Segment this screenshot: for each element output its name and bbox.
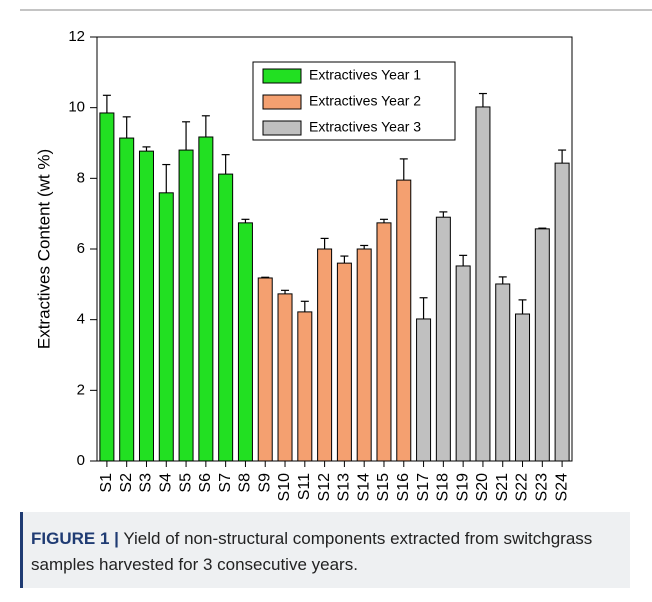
x-tick-label: S3 [138, 473, 155, 493]
error-bar [558, 149, 567, 164]
bar [138, 150, 154, 462]
x-tick-label: S7 [217, 473, 234, 493]
error-bar [399, 158, 408, 181]
x-tick-label: S14 [355, 473, 372, 502]
y-tick-label: 12 [68, 28, 85, 45]
x-tick-label: S11 [296, 473, 313, 500]
caption-text: Yield of non-structural components extra… [31, 529, 593, 574]
bar [495, 283, 511, 462]
y-tick-label: 6 [77, 240, 85, 257]
error-bar [360, 244, 369, 249]
bar [178, 149, 194, 462]
bar [198, 136, 214, 462]
x-tick-label: S10 [276, 473, 293, 502]
bar [416, 318, 432, 462]
legend-swatch [262, 120, 302, 136]
bar [119, 137, 135, 462]
error-bar [320, 237, 329, 249]
error-bar [419, 297, 428, 319]
legend-label: Extractives Year 3 [309, 119, 421, 135]
bar [218, 173, 234, 462]
error-bar [439, 211, 448, 218]
bar [554, 162, 570, 462]
error-bar [182, 121, 191, 151]
x-tick-label: S22 [514, 473, 531, 502]
error-bar [221, 154, 230, 175]
x-tick-label: S23 [534, 473, 551, 502]
error-bar [162, 163, 171, 193]
bar [376, 222, 392, 462]
bar [317, 248, 333, 462]
x-tick-label: S20 [474, 473, 491, 502]
caption: FIGURE 1 | Yield of non-structural compo… [20, 512, 630, 588]
error-bar [518, 299, 527, 315]
error-bar [498, 276, 507, 284]
x-tick-label: S18 [435, 473, 452, 502]
error-bar [201, 115, 210, 137]
bar [237, 222, 253, 462]
y-tick-label: 2 [77, 381, 85, 398]
error-bar [281, 289, 290, 294]
bar [297, 311, 313, 462]
bar [158, 192, 174, 462]
bar [435, 216, 451, 462]
error-bar [142, 146, 151, 152]
bar [99, 112, 115, 462]
error-bar [478, 92, 487, 107]
x-tick-label: S13 [336, 473, 353, 502]
bar [396, 179, 412, 462]
legend-swatch [262, 94, 302, 110]
x-tick-label: S2 [118, 473, 135, 493]
error-bar [300, 300, 309, 312]
bar [356, 248, 372, 462]
y-tick-label: 8 [77, 169, 85, 186]
error-bar [379, 218, 388, 223]
x-tick-label: S8 [237, 473, 254, 493]
x-tick-label: S15 [375, 473, 392, 502]
y-axis-label: Extractives Content (wt %) [34, 149, 53, 349]
legend-swatch [262, 68, 302, 84]
error-bar [122, 116, 131, 139]
x-tick-label: S1 [98, 473, 115, 493]
bar [534, 228, 550, 462]
x-tick-label: S4 [157, 473, 174, 493]
bar [277, 293, 293, 462]
bar [257, 277, 273, 462]
bar [515, 313, 531, 462]
x-tick-label: S24 [553, 473, 570, 502]
x-tick-label: S5 [177, 473, 194, 493]
x-tick-label: S9 [256, 473, 273, 493]
y-tick-label: 4 [77, 311, 85, 328]
bar [455, 265, 471, 462]
x-tick-label: S21 [494, 473, 511, 502]
error-bar [241, 218, 250, 223]
y-tick-label: 10 [68, 99, 85, 116]
error-bar [340, 255, 349, 264]
caption-label: FIGURE 1 | [31, 529, 119, 548]
legend-label: Extractives Year 1 [309, 67, 421, 83]
bar [475, 106, 491, 462]
x-tick-label: S6 [197, 473, 214, 493]
x-tick-label: S12 [316, 473, 333, 502]
x-tick-label: S16 [395, 473, 412, 502]
y-tick-label: 0 [77, 452, 85, 469]
error-bar [102, 94, 111, 113]
legend-label: Extractives Year 2 [309, 93, 421, 109]
bar [336, 262, 352, 462]
x-tick-label: S19 [454, 473, 471, 502]
x-tick-label: S17 [415, 473, 432, 502]
error-bar [459, 254, 468, 266]
